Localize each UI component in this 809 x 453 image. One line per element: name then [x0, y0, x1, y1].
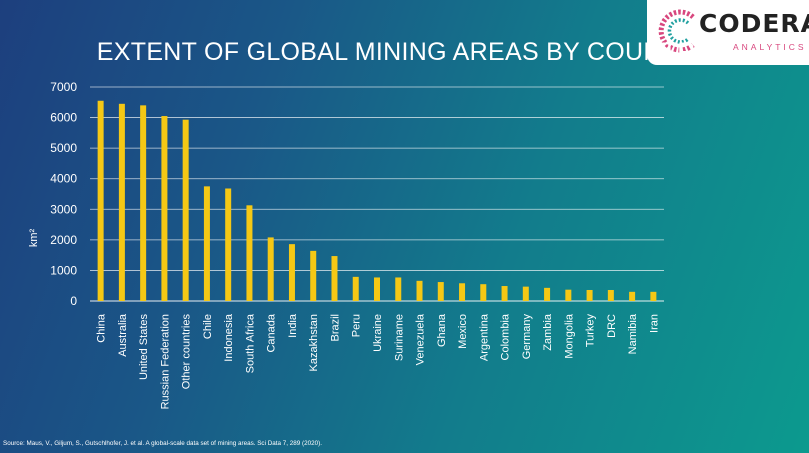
bar-iran [650, 291, 657, 301]
x-tick-label: Zambia [542, 313, 554, 351]
bar-united-states [140, 105, 147, 301]
x-tick-label: Namibia [627, 313, 639, 354]
x-tick-label: Argentina [478, 313, 490, 361]
bar-other-countries [182, 119, 189, 301]
x-tick-label: Russian Federation [159, 314, 171, 409]
bar-colombia [501, 286, 508, 301]
bar-india [288, 244, 295, 301]
y-tick-label: 2000 [50, 233, 77, 247]
x-tick-label: Other countries [181, 314, 193, 390]
x-tick-label: Kazakhstan [308, 314, 320, 371]
x-tick-label: Suriname [393, 314, 405, 361]
x-tick-label: Mexico [457, 314, 469, 349]
y-tick-label: 4000 [50, 172, 77, 186]
brand-tagline: ANALYTICS [733, 42, 807, 52]
y-tick-label: 0 [70, 294, 77, 308]
x-tick-label: Brazil [329, 314, 341, 342]
bar-venezuela [416, 280, 423, 301]
x-tick-label: Colombia [500, 313, 512, 360]
bar-germany [522, 286, 529, 301]
x-tick-label: Ukraine [372, 314, 384, 352]
x-tick-label: Venezuela [415, 313, 427, 365]
bar-mexico [459, 283, 466, 301]
x-tick-label: United States [138, 314, 150, 381]
x-tick-label: Chile [202, 314, 214, 339]
gridlines [90, 86, 664, 302]
y-tick-label: 3000 [50, 202, 77, 216]
bar-suriname [395, 277, 402, 301]
bar-ghana [437, 282, 444, 301]
brand-name: CODERA [699, 9, 809, 38]
x-tick-label: Iran [648, 314, 660, 333]
bar-drc [607, 289, 614, 301]
x-tick-label: Germany [521, 314, 533, 360]
y-axis: 0 1000 2000 3000 4000 5000 6000 7000 [50, 80, 77, 308]
bar-south-africa [246, 205, 253, 301]
bar-namibia [629, 291, 636, 301]
x-tick-label: India [287, 313, 299, 338]
bar-peru [352, 276, 359, 301]
x-tick-label: Ghana [436, 313, 448, 347]
bars [97, 100, 657, 302]
x-tick-label: DRC [606, 314, 618, 338]
bar-canada [267, 237, 274, 301]
x-tick-label: Australia [117, 313, 129, 357]
x-tick-label: South Africa [244, 313, 256, 373]
chart-title: EXTENT OF GLOBAL MINING AREAS BY COUNTRY [96, 38, 713, 66]
y-tick-label: 5000 [50, 141, 77, 155]
bar-ukraine [374, 277, 380, 301]
x-tick-label: Turkey [585, 314, 597, 348]
x-tick-label: Indonesia [223, 313, 235, 362]
x-tick-label: Mongolia [563, 313, 575, 359]
bar-turkey [586, 289, 593, 301]
bar-mongolia [565, 289, 572, 301]
x-tick-label: China [96, 313, 108, 343]
bar-argentina [480, 284, 487, 301]
source-note: Source: Maus, V., Giljum, S., Gutschlhof… [3, 440, 322, 447]
bar-russian-federation [161, 116, 168, 302]
bar-brazil [331, 256, 338, 301]
y-tick-label: 7000 [50, 80, 77, 94]
y-tick-label: 6000 [50, 111, 77, 125]
y-axis-label: km² [28, 229, 40, 248]
y-tick-label: 1000 [50, 263, 77, 277]
bar-australia [118, 103, 125, 301]
bar-kazakhstan [310, 250, 317, 301]
x-tick-label: Peru [351, 314, 363, 337]
bar-chile [203, 186, 210, 301]
x-tick-label: Canada [266, 313, 278, 352]
bar-zambia [544, 287, 551, 301]
codera-logo-mark-icon [658, 9, 695, 53]
bar-china [97, 100, 104, 301]
x-axis-labels: China Australia United States Russian Feder… [96, 313, 661, 409]
codera-logo: CODERA ANALYTICS [647, 0, 809, 65]
bar-indonesia [225, 188, 232, 301]
